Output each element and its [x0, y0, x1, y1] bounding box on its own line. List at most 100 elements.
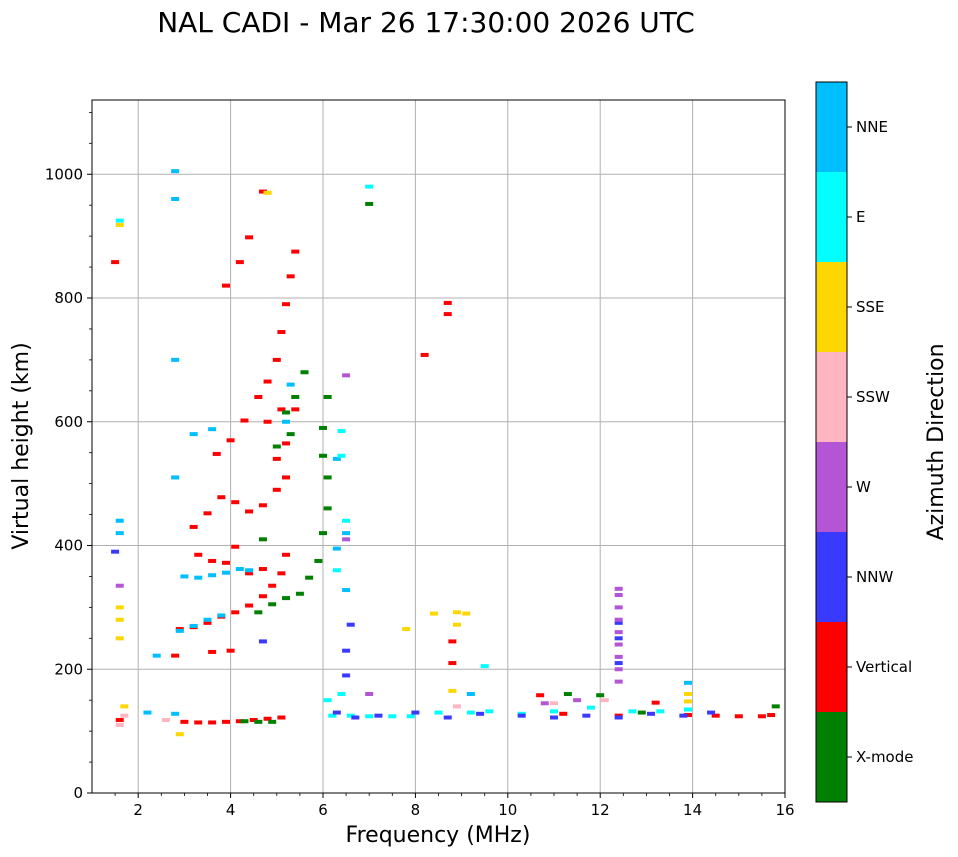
chart-title: NAL CADI - Mar 26 17:30:00 2026 UTC	[157, 6, 695, 39]
echo-point-e	[365, 714, 374, 719]
echo-point-sse	[263, 190, 272, 195]
colorbar-label-nnw: NNW	[856, 568, 893, 586]
y-axis-title: Virtual height (km)	[9, 342, 34, 549]
echo-point-vertical	[115, 717, 124, 722]
echo-point-nne	[171, 711, 180, 716]
echo-point-w	[614, 605, 623, 610]
echo-point-nne	[203, 617, 212, 622]
echo-point-vertical	[767, 713, 776, 718]
echo-point-e	[337, 453, 346, 458]
echo-point-x-mode	[254, 610, 263, 615]
echo-point-vertical	[263, 379, 272, 384]
echo-point-sse	[429, 611, 438, 616]
echo-point-vertical	[559, 711, 568, 716]
echo-point-vertical	[291, 249, 300, 254]
azimuth-colorbar: X-mode Vertical NNW W SSW SSE E NNE	[815, 81, 913, 803]
echo-point-w	[115, 583, 124, 588]
echo-point-e	[388, 714, 397, 719]
echo-point-x-mode	[365, 201, 374, 206]
echo-point-e	[434, 710, 443, 715]
echo-point-x-mode	[258, 537, 267, 542]
echo-point-nne	[115, 518, 124, 523]
echo-point-vertical	[217, 495, 226, 500]
echo-point-vertical	[240, 418, 249, 423]
echo-point-vertical	[443, 300, 452, 305]
echo-point-sse	[115, 636, 124, 641]
echo-point-w	[614, 630, 623, 635]
echo-point-nnw	[258, 639, 267, 644]
echo-point-vertical	[254, 395, 263, 399]
data-points	[111, 169, 780, 737]
echo-point-nne	[180, 574, 189, 579]
echo-point-nne	[332, 456, 341, 461]
colorbar-swatch-vertical	[816, 622, 847, 712]
echo-point-sse	[452, 622, 461, 627]
echo-point-vertical	[180, 719, 189, 724]
echo-point-w	[614, 667, 623, 672]
echo-point-vertical	[221, 560, 230, 565]
echo-point-vertical	[208, 649, 217, 654]
echo-point-nne	[171, 169, 180, 174]
echo-point-vertical	[263, 419, 272, 424]
colorbar-label-w: W	[856, 478, 871, 496]
echo-point-nnw	[351, 715, 360, 720]
echo-point-w	[365, 692, 374, 696]
echo-point-nnw	[111, 549, 120, 554]
echo-point-e	[115, 218, 124, 223]
echo-point-x-mode	[771, 704, 780, 709]
echo-point-nne	[342, 588, 351, 593]
y-axis-ticks: 0 200 400 600 800 1000	[45, 111, 92, 802]
echo-point-e	[406, 714, 415, 719]
echo-point-x-mode	[254, 719, 263, 724]
y-tick-label: 400	[54, 537, 83, 555]
colorbar-label-x-mode: X-mode	[856, 748, 913, 766]
echo-point-vertical	[277, 407, 286, 412]
echo-point-nne	[466, 692, 475, 696]
echo-point-x-mode	[323, 395, 332, 399]
echo-point-vertical	[245, 603, 254, 608]
echo-point-nne	[175, 628, 184, 633]
echo-point-vertical	[208, 558, 217, 563]
echo-point-vertical	[757, 714, 766, 719]
echo-point-sse	[115, 222, 124, 227]
echo-point-nnw	[476, 711, 485, 716]
echo-point-x-mode	[314, 558, 323, 563]
echo-point-x-mode	[300, 370, 309, 375]
echo-point-vertical	[221, 719, 230, 724]
echo-point-vertical	[189, 524, 198, 529]
echo-point-vertical	[203, 511, 212, 516]
echo-point-nnw	[647, 711, 656, 716]
echo-point-sse	[120, 704, 129, 709]
echo-point-vertical	[277, 571, 286, 576]
colorbar-label-nne: NNE	[856, 118, 888, 136]
echo-point-e	[628, 709, 637, 714]
echo-point-vertical	[448, 639, 457, 644]
echo-point-vertical	[258, 594, 267, 599]
echo-point-e	[365, 184, 374, 189]
echo-point-vertical	[420, 352, 429, 357]
echo-point-nne	[115, 531, 124, 536]
echo-point-sse	[115, 617, 124, 622]
echo-point-nnw	[614, 715, 623, 720]
echo-point-vertical	[258, 567, 267, 572]
x-tick-label: 4	[226, 801, 236, 819]
echo-point-nne	[194, 575, 203, 580]
echo-point-x-mode	[291, 395, 300, 399]
echo-point-vertical	[194, 720, 203, 725]
echo-point-e	[337, 692, 346, 696]
x-tick-label: 12	[591, 801, 610, 819]
echo-point-x-mode	[240, 719, 249, 724]
echo-point-nnw	[707, 710, 716, 715]
echo-point-nne	[217, 613, 226, 618]
echo-point-vertical	[651, 700, 660, 705]
x-tick-label: 8	[411, 801, 421, 819]
echo-point-vertical	[258, 189, 267, 194]
echo-point-x-mode	[319, 453, 327, 458]
colorbar-swatch-x-mode	[816, 712, 847, 802]
echo-point-vertical	[268, 583, 277, 588]
echo-point-vertical	[231, 610, 240, 615]
echo-point-x-mode	[272, 444, 281, 449]
echo-point-nnw	[346, 622, 355, 627]
echo-point-e	[656, 709, 665, 714]
x-tick-label: 14	[683, 801, 702, 819]
